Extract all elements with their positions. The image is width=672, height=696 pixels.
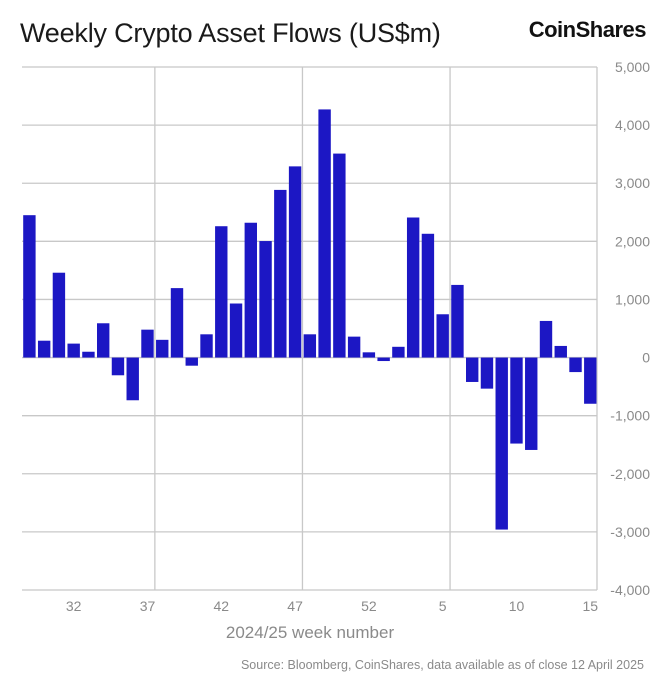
bar-week-6: [451, 284, 464, 358]
bar-week-29: [23, 215, 36, 358]
bar-week-11: [525, 357, 538, 450]
bar-week-49: [318, 109, 331, 358]
bar-week-5: [436, 314, 449, 358]
bar-week-44: [244, 222, 257, 358]
bar-week-41: [200, 334, 213, 358]
y-tick-label: -2,000: [610, 466, 650, 482]
bar-week-35: [111, 357, 125, 376]
chart-title: Weekly Crypto Asset Flows (US$m): [20, 18, 441, 48]
x-tick-label: 5: [439, 598, 447, 614]
bar-week-15: [584, 357, 597, 404]
bar-week-13: [554, 345, 567, 358]
x-tick-label: 15: [582, 598, 598, 614]
bar-week-46: [274, 189, 287, 358]
bar-week-48: [303, 334, 317, 358]
bar-week-33: [82, 351, 95, 358]
y-tick-label: -4,000: [610, 582, 650, 598]
bar-week-1: [377, 357, 390, 362]
bar-week-39: [170, 288, 184, 358]
bar-week-30: [37, 340, 51, 358]
y-tick-label: -3,000: [610, 524, 650, 540]
bar-week-37: [141, 329, 154, 358]
bar-week-52: [362, 352, 376, 358]
bar-week-40: [185, 357, 198, 366]
bar-week-7: [466, 357, 479, 382]
bar-week-9: [495, 357, 508, 530]
x-axis-title: 2024/25 week number: [225, 623, 395, 642]
x-tick-label: 52: [361, 598, 377, 614]
bar-week-45: [259, 241, 272, 358]
bar-week-8: [480, 357, 494, 389]
bar-week-2: [392, 346, 405, 358]
coinshares-logo: CoinShares: [528, 17, 647, 42]
bar-week-31: [52, 272, 66, 358]
bar-week-47: [288, 166, 302, 358]
bar-week-14: [569, 357, 582, 373]
x-tick-label: 10: [509, 598, 525, 614]
bar-week-36: [126, 357, 139, 401]
bar-week-51: [347, 336, 361, 358]
y-tick-label: 5,000: [615, 59, 650, 75]
x-tick-label: 32: [66, 598, 82, 614]
bar-week-38: [156, 339, 169, 358]
bar-week-3: [406, 217, 420, 358]
x-tick-label: 47: [287, 598, 303, 614]
y-tick-label: 0: [642, 350, 650, 366]
bar-week-4: [421, 233, 435, 358]
bar-week-42: [215, 226, 228, 358]
bar-week-10: [510, 357, 523, 444]
bar-week-32: [67, 343, 80, 358]
bar-week-12: [539, 320, 553, 358]
bar-week-50: [333, 153, 346, 358]
y-tick-label: 4,000: [615, 117, 650, 133]
y-tick-label: 3,000: [615, 175, 650, 191]
y-tick-label: 1,000: [615, 291, 650, 307]
bar-week-34: [97, 323, 110, 358]
x-tick-label: 37: [140, 598, 156, 614]
source-note: Source: Bloomberg, CoinShares, data avai…: [240, 658, 644, 672]
x-tick-label: 42: [213, 598, 229, 614]
y-tick-label: -1,000: [610, 408, 650, 424]
y-tick-label: 2,000: [615, 233, 650, 249]
bar-week-43: [229, 303, 243, 358]
